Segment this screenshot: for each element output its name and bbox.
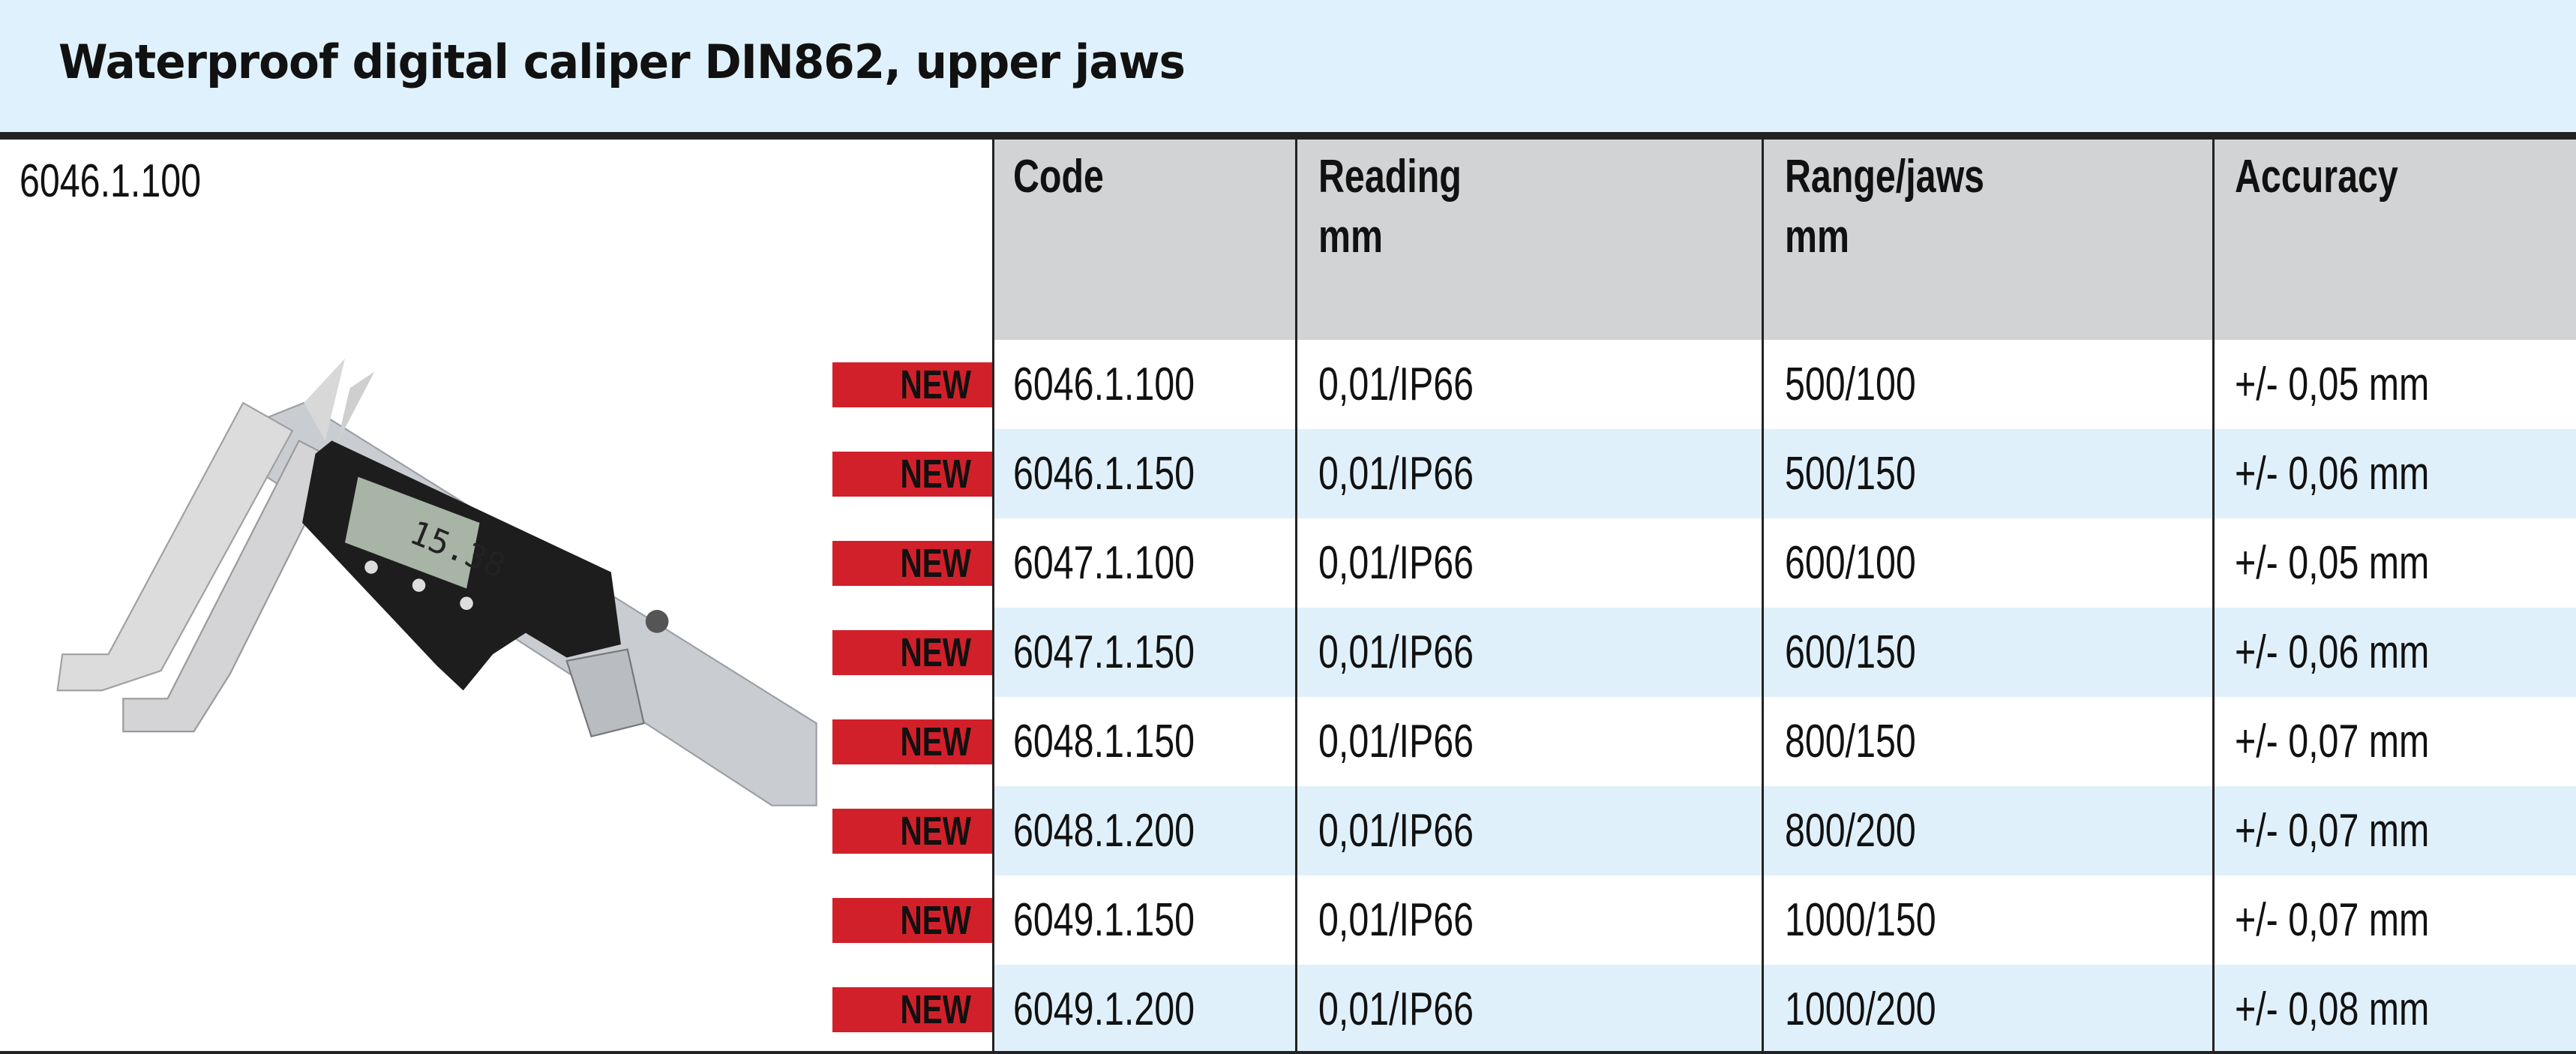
cell-reading: 0,01/IP66 [1318,805,1474,857]
caliper-slider [565,648,645,737]
cell-code: 6047.1.100 [1013,537,1195,589]
cell-accuracy: +/- 0,06 mm [2235,626,2430,678]
column-divider [1295,140,1297,1054]
cell-code: 6046.1.100 [1013,359,1195,410]
cell-range: 600/150 [1785,626,1916,678]
caliper-jaw-outer [56,401,294,692]
caliper-image: 15.38 [56,358,817,806]
cell-range: 800/200 [1785,805,1916,857]
new-badge: NEW [832,362,992,407]
table-row: 6047.1.150 0,01/IP66 600/150 +/- 0,06 mm [992,608,2576,697]
caliper-lcd [344,476,480,589]
new-badge: NEW [832,898,992,943]
cell-range: 600/100 [1785,537,1916,589]
new-badge: NEW [832,452,992,497]
cell-reading: 0,01/IP66 [1318,537,1474,589]
caliper-knife-edge [304,358,345,441]
cell-code: 6049.1.150 [1013,894,1195,946]
button-icon [460,596,473,611]
table-row: 6049.1.150 0,01/IP66 1000/150 +/- 0,07 mm [992,875,2576,965]
cell-accuracy: +/- 0,06 mm [2235,448,2430,500]
new-badge: NEW [832,987,992,1032]
cell-range: 500/150 [1785,448,1916,500]
table-row: 6048.1.150 0,01/IP66 800/150 +/- 0,07 mm [992,697,2576,786]
cell-accuracy: +/- 0,07 mm [2235,894,2430,946]
cell-reading: 0,01/IP66 [1318,626,1474,678]
cell-reading: 0,01/IP66 [1318,448,1474,500]
new-badge: NEW [832,809,992,854]
product-code: 6046.1.100 [19,155,202,207]
cell-accuracy: +/- 0,07 mm [2235,805,2430,857]
column-divider [992,140,994,1054]
table-row: 6046.1.100 0,01/IP66 500/100 +/- 0,05 mm [992,340,2576,429]
cell-code: 6049.1.200 [1013,983,1195,1035]
table-row: 6046.1.150 0,01/IP66 500/150 +/- 0,06 mm [992,429,2576,518]
new-badge: NEW [832,541,992,586]
cell-range: 1000/150 [1785,894,1936,946]
column-header-range: Range/jaws mm [1785,151,1985,263]
cell-code: 6046.1.150 [1013,448,1195,500]
lock-screw-icon [645,610,669,633]
cell-range: 1000/200 [1785,983,1936,1035]
page-title: Waterproof digital caliper DIN862, upper… [58,35,1186,89]
table-row: 6048.1.200 0,01/IP66 800/200 +/- 0,07 mm [992,786,2576,875]
column-divider [2212,140,2215,1054]
cell-range: 800/150 [1785,716,1916,767]
table-header: Code Reading mm Range/jaws mm Accuracy [992,140,2576,340]
table-row: 6047.1.100 0,01/IP66 600/100 +/- 0,05 mm [992,518,2576,608]
cell-accuracy: +/- 0,05 mm [2235,359,2430,410]
title-band: Waterproof digital caliper DIN862, upper… [0,0,2576,132]
bottom-rule [0,1051,2576,1054]
cell-range: 500/100 [1785,359,1916,410]
table-row: 6049.1.200 0,01/IP66 1000/200 +/- 0,08 mm [992,965,2576,1054]
divider [0,132,2576,140]
cell-reading: 0,01/IP66 [1318,983,1474,1035]
column-header-reading: Reading mm [1318,151,1462,263]
cell-accuracy: +/- 0,07 mm [2235,716,2430,767]
cell-accuracy: +/- 0,08 mm [2235,983,2430,1035]
cell-code: 6048.1.150 [1013,716,1195,767]
cell-reading: 0,01/IP66 [1318,359,1474,410]
cell-accuracy: +/- 0,05 mm [2235,537,2430,589]
cell-code: 6048.1.200 [1013,805,1195,857]
cell-reading: 0,01/IP66 [1318,894,1474,946]
new-badge: NEW [832,630,992,675]
button-icon [364,560,378,574]
column-divider [1762,140,1764,1054]
button-icon [412,578,426,592]
cell-code: 6047.1.150 [1013,626,1195,678]
new-badge: NEW [832,719,992,764]
cell-reading: 0,01/IP66 [1318,716,1474,767]
column-header-accuracy: Accuracy [2235,151,2398,203]
column-header-code: Code [1013,151,1104,203]
